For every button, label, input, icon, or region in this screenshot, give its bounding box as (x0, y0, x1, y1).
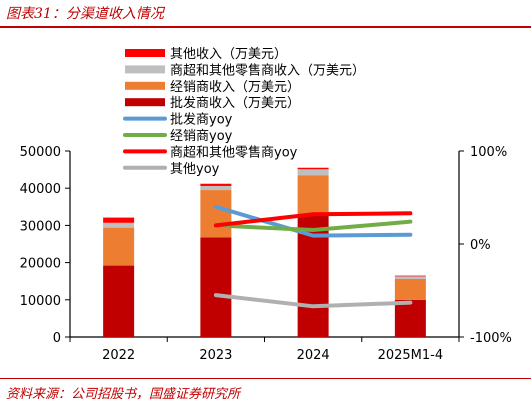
left-tick-label: 0 (53, 331, 61, 346)
bar-segment (103, 217, 135, 223)
left-tick-label: 40000 (20, 182, 61, 197)
yoy-line (213, 211, 413, 228)
legend-swatch (125, 65, 165, 74)
source-note: 资料来源：公司招股书，国盛证券研究所 (6, 387, 241, 402)
legend-swatch (125, 81, 165, 90)
legend-label: 批发商yoy (170, 112, 233, 128)
right-tick-label: -100% (470, 331, 512, 346)
figure-title: 图表31：分渠道收入情况 (6, 6, 164, 22)
legend-label: 批发商收入（万美元） (170, 95, 300, 111)
lines (213, 204, 413, 309)
bar-segment (200, 183, 232, 186)
bar-segment (297, 169, 329, 176)
bar-segment (297, 175, 329, 215)
legend-label: 经销商收入（万美元） (170, 80, 300, 95)
yoy-line (213, 219, 413, 233)
title-rule (0, 26, 531, 28)
left-tick-label: 50000 (20, 145, 61, 160)
yoy-line (213, 293, 413, 309)
bar-segment (200, 237, 232, 337)
bars (103, 167, 426, 337)
bar-segment (394, 275, 426, 277)
x-tick-label: 2025M1-4 (378, 348, 444, 363)
axes: 0 10000 20000 30000 40000 50000 100% 0% -100% 202… (20, 145, 512, 363)
legend-label: 其他yoy (170, 162, 220, 177)
bar-segment (103, 265, 135, 337)
bar-segment (200, 190, 232, 238)
bar-segment (103, 227, 135, 266)
bar-segment (200, 185, 232, 191)
x-tick-label: 2023 (199, 348, 232, 363)
right-tick-label: 0% (470, 238, 491, 253)
x-tick-label: 2022 (102, 348, 135, 363)
legend-label: 其他收入（万美元） (170, 47, 287, 62)
bar-segment (103, 222, 135, 228)
bar-segment (297, 167, 329, 170)
legend: 其他收入（万美元）商超和其他零售商收入（万美元） 经销商收入（万美元）批发商收入（… (123, 47, 365, 177)
left-tick-label: 10000 (20, 294, 61, 309)
left-tick-label: 30000 (20, 219, 61, 234)
bar-segment (394, 299, 426, 337)
left-tick-label: 20000 (20, 257, 61, 272)
legend-swatch (125, 49, 165, 57)
legend-swatch (125, 98, 165, 107)
x-tick-label: 2024 (297, 348, 330, 363)
bar-segment (394, 276, 426, 279)
legend-label: 经销商yoy (170, 129, 233, 144)
source-rule (0, 378, 531, 379)
legend-label: 商超和其他零售商收入（万美元） (170, 62, 365, 78)
right-tick-label: 100% (470, 145, 507, 160)
yoy-line (213, 204, 413, 238)
legend-label: 商超和其他零售商yoy (170, 144, 298, 160)
bar-segment (394, 278, 426, 300)
